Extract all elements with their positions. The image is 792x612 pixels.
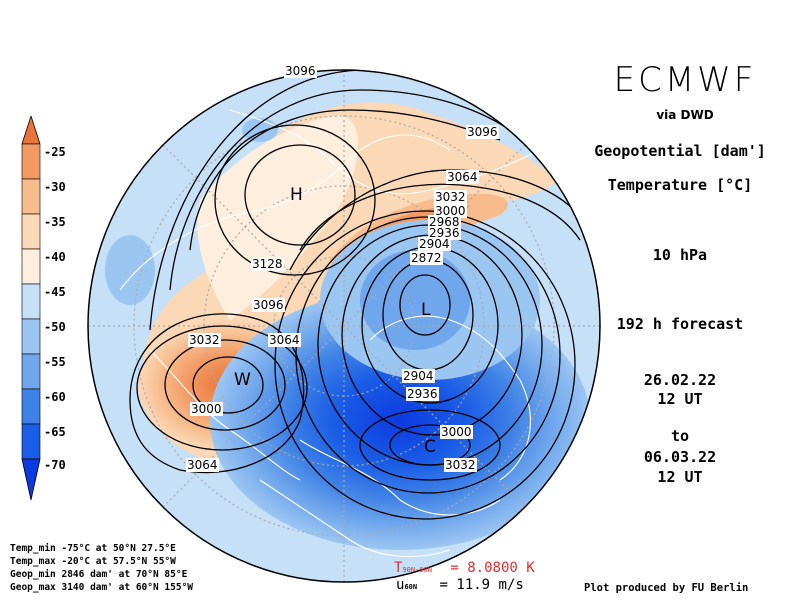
- legend-label: -70: [44, 458, 66, 472]
- credit-label: Plot produced by FU Berlin: [584, 582, 749, 594]
- valid-date: 06.03.22: [643, 448, 717, 466]
- contour-label: 3032: [444, 458, 477, 472]
- contour-label: 3064: [446, 170, 479, 184]
- contour-label: 2968: [428, 215, 461, 229]
- warm-center-marker: W: [234, 370, 251, 390]
- legend-label: -60: [44, 390, 66, 404]
- stat-temp-max: Temp_max -20°C at 57.5°N 55°W: [10, 556, 176, 567]
- legend-label: -35: [44, 215, 66, 229]
- init-time: 12 UT: [657, 390, 703, 408]
- contour-label: 3000: [440, 425, 473, 439]
- contour-label: 3096: [252, 298, 285, 312]
- u-subscript: 60N: [404, 583, 418, 591]
- brand-title: ECMWF: [613, 60, 757, 100]
- contour-label: 3096: [284, 64, 317, 78]
- contour-label: 3064: [186, 458, 219, 472]
- contour-label: 3032: [188, 333, 221, 347]
- stat-geop-max: Geop_max 3140 dam' at 60°N 155°W: [10, 582, 194, 593]
- stat-temp-min: Temp_min -75°C at 50°N 27.5°E: [10, 543, 176, 554]
- temperature-index: T90N-60N = 8.0800 K: [394, 560, 535, 576]
- field-temperature: Temperature [°C]: [607, 176, 753, 194]
- contour-label: 3000: [190, 402, 223, 416]
- legend-label: -40: [44, 250, 66, 264]
- init-date: 26.02.22: [643, 371, 717, 389]
- t-value: = 8.0800 K: [450, 560, 535, 576]
- contour-label: 2936: [428, 226, 461, 240]
- legend-label: -25: [44, 145, 66, 159]
- contour-label: 3128: [251, 257, 284, 271]
- legend-label: -55: [44, 355, 66, 369]
- cold-center-marker: C: [424, 437, 436, 457]
- low-center-marker: L: [421, 300, 431, 320]
- contour-label: 2872: [410, 251, 443, 265]
- u-value: = 11.9 m/s: [439, 577, 524, 593]
- contour-label: 2904: [418, 237, 451, 251]
- temperature-colorbar: [21, 116, 41, 501]
- t-symbol: T: [394, 560, 403, 576]
- high-center-marker: H: [290, 185, 303, 205]
- u-symbol: u: [396, 577, 405, 593]
- contour-label: 3032: [434, 190, 467, 204]
- contour-label: 2936: [406, 387, 439, 401]
- legend-label: -65: [44, 425, 66, 439]
- legend-label: -45: [44, 285, 66, 299]
- wind-index: u60N = 11.9 m/s: [396, 577, 524, 593]
- temperature-field: [88, 70, 600, 582]
- field-geopotential: Geopotential [dam']: [594, 142, 766, 160]
- contour-label: 3096: [466, 125, 499, 139]
- legend-label: -30: [44, 180, 66, 194]
- contour-label: 3064: [268, 333, 301, 347]
- source-label: via DWD: [656, 108, 714, 122]
- stat-geop-min: Geop_min 2846 dam' at 70°N 85°E: [10, 569, 188, 580]
- t-subscript: 90N-60N: [402, 566, 432, 574]
- legend-label: -50: [44, 320, 66, 334]
- forecast-lead: 192 h forecast: [616, 315, 744, 333]
- contour-label: 3000: [434, 204, 467, 218]
- to-label: to: [670, 427, 690, 445]
- valid-time: 12 UT: [657, 468, 703, 486]
- contour-label: 2904: [402, 369, 435, 383]
- pressure-level: 10 hPa: [652, 246, 708, 264]
